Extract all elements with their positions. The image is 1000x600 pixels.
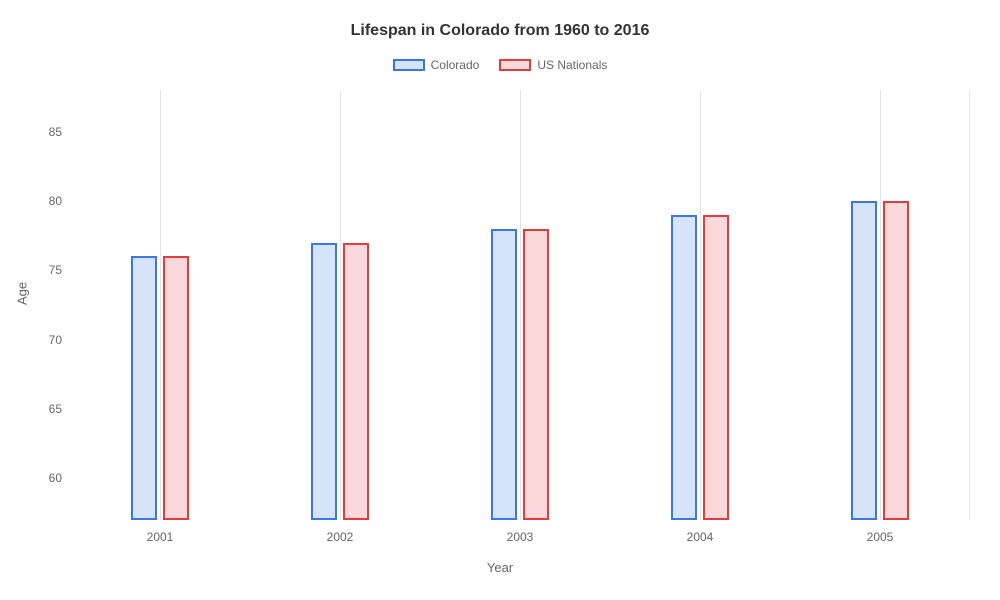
bar [131,256,157,520]
legend-swatch-colorado [393,59,425,71]
y-tick-label: 85 [49,125,70,139]
grid-line [880,90,881,520]
x-axis-label: Year [0,560,1000,575]
grid-line [969,90,970,520]
bar [311,243,337,520]
x-tick-label: 2004 [687,520,714,544]
x-tick-label: 2002 [327,520,354,544]
grid-line [340,90,341,520]
bar [883,201,909,520]
plot-area: 60657075808520012002200320042005 [70,90,970,520]
legend-swatch-us-nationals [499,59,531,71]
bar [343,243,369,520]
bar [523,229,549,520]
chart-title: Lifespan in Colorado from 1960 to 2016 [0,22,1000,40]
legend: Colorado US Nationals [0,58,1000,72]
grid-line [520,90,521,520]
y-tick-label: 70 [49,333,70,347]
bar [703,215,729,520]
legend-item-us-nationals: US Nationals [499,58,607,72]
bar [671,215,697,520]
x-tick-label: 2003 [507,520,534,544]
x-tick-label: 2001 [147,520,174,544]
legend-label: US Nationals [537,58,607,72]
bar [163,256,189,520]
chart-container: Lifespan in Colorado from 1960 to 2016 C… [0,0,1000,600]
bar [491,229,517,520]
x-tick-label: 2005 [867,520,894,544]
y-tick-label: 75 [49,263,70,277]
grid-line [160,90,161,520]
y-tick-label: 80 [49,194,70,208]
bar [851,201,877,520]
y-axis-label: Age [15,282,30,305]
y-tick-label: 60 [49,471,70,485]
grid-line [700,90,701,520]
legend-label: Colorado [431,58,480,72]
y-tick-label: 65 [49,402,70,416]
legend-item-colorado: Colorado [393,58,480,72]
